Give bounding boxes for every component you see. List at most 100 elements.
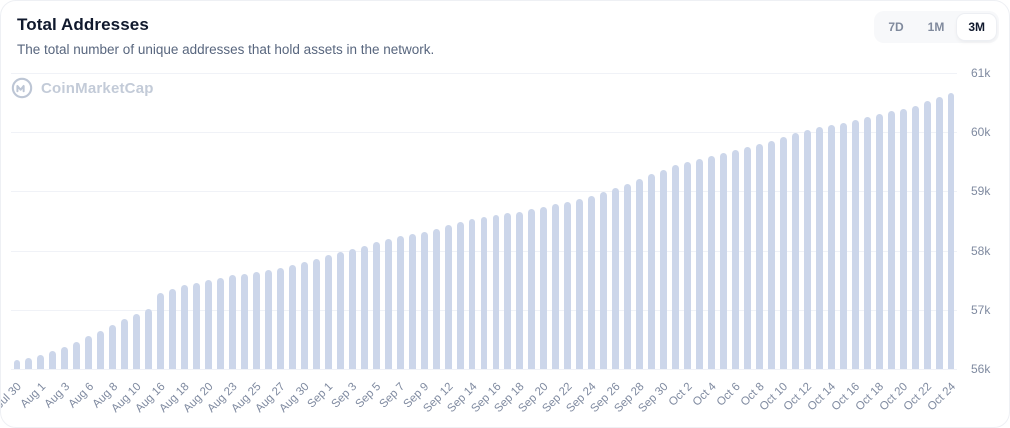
x-axis-tick: Oct 2 <box>666 380 695 409</box>
gridline <box>11 191 957 193</box>
bar-aug-18[interactable] <box>181 284 189 369</box>
bar-sep-30[interactable] <box>660 169 668 369</box>
bar-aug-25[interactable] <box>253 271 260 369</box>
bar-oct-8[interactable] <box>755 144 763 369</box>
bar-sep-23[interactable] <box>576 199 584 369</box>
bar-sep-9[interactable] <box>420 231 428 369</box>
bar-oct-24[interactable] <box>947 93 955 369</box>
bar-sep-16[interactable] <box>492 215 500 369</box>
bar-oct-14[interactable] <box>827 125 835 369</box>
bar-oct-23[interactable] <box>935 97 943 369</box>
bar-oct-11[interactable] <box>791 133 799 369</box>
bar-aug-11[interactable] <box>145 309 153 369</box>
plot-area <box>11 73 957 370</box>
x-axis-tick: Aug 3 <box>42 380 73 411</box>
bar-sep-20[interactable] <box>540 206 548 369</box>
x-axis-tick: Sep 7 <box>377 380 408 411</box>
bar-aug-7[interactable] <box>97 330 105 369</box>
bar-sep-13[interactable] <box>456 221 464 369</box>
bar-oct-6[interactable] <box>731 149 739 369</box>
bar-aug-28[interactable] <box>288 265 296 369</box>
bar-aug-24[interactable] <box>241 273 248 369</box>
bar-aug-4[interactable] <box>73 341 81 369</box>
bar-oct-16[interactable] <box>851 120 859 369</box>
bar-oct-10[interactable] <box>779 136 787 369</box>
range-button-3m[interactable]: 3M <box>957 14 996 40</box>
bar-aug-26[interactable] <box>264 270 272 369</box>
bar-oct-18[interactable] <box>875 114 883 369</box>
bar-sep-4[interactable] <box>360 245 368 369</box>
bar-oct-2[interactable] <box>684 161 692 369</box>
bar-oct-13[interactable] <box>815 127 823 369</box>
bar-oct-21[interactable] <box>911 105 919 369</box>
x-axis-tick: Sep 1 <box>305 380 336 411</box>
bar-sep-29[interactable] <box>648 174 656 369</box>
gridline <box>11 132 957 134</box>
bar-oct-12[interactable] <box>803 130 811 369</box>
range-button-1m[interactable]: 1M <box>917 14 956 40</box>
bar-sep-28[interactable] <box>636 178 644 369</box>
bar-sep-27[interactable] <box>624 183 632 369</box>
bar-aug-30[interactable] <box>300 262 308 369</box>
bar-aug-10[interactable] <box>133 313 141 369</box>
bar-aug-31[interactable] <box>312 258 320 369</box>
bar-sep-1[interactable] <box>324 255 332 369</box>
x-axis-tick: Sep 3 <box>329 380 360 411</box>
bar-oct-5[interactable] <box>720 152 727 369</box>
bar-aug-21[interactable] <box>217 277 225 369</box>
range-toggle: 7D 1M 3M <box>874 11 999 43</box>
x-axis-tick: Oct 6 <box>714 380 743 409</box>
bar-jul-31[interactable] <box>25 357 33 369</box>
bar-oct-17[interactable] <box>863 117 871 369</box>
bar-oct-19[interactable] <box>887 111 895 369</box>
bar-oct-7[interactable] <box>743 147 751 369</box>
bar-sep-17[interactable] <box>504 213 512 369</box>
bar-aug-27[interactable] <box>276 268 284 369</box>
bar-oct-20[interactable] <box>899 108 907 369</box>
bar-sep-6[interactable] <box>384 239 392 369</box>
bar-sep-3[interactable] <box>348 249 356 369</box>
bar-aug-19[interactable] <box>193 282 201 369</box>
page-subtitle: The total number of unique addresses tha… <box>17 42 435 57</box>
bar-aug-20[interactable] <box>205 280 213 369</box>
bar-aug-9[interactable] <box>121 319 129 369</box>
bar-sep-7[interactable] <box>396 236 404 369</box>
bar-sep-26[interactable] <box>612 187 620 369</box>
x-axis-tick: Aug 1 <box>18 380 49 411</box>
bar-sep-5[interactable] <box>372 242 380 369</box>
bar-sep-8[interactable] <box>408 234 416 369</box>
bar-aug-2[interactable] <box>49 351 57 369</box>
bar-sep-10[interactable] <box>432 228 440 369</box>
bar-sep-14[interactable] <box>468 219 476 369</box>
bar-oct-4[interactable] <box>708 155 715 369</box>
bar-oct-1[interactable] <box>672 165 680 369</box>
x-axis-tick: Sep 5 <box>353 380 384 411</box>
header: Total Addresses The total number of uniq… <box>1 1 1009 57</box>
header-titles: Total Addresses The total number of uniq… <box>17 11 434 57</box>
bar-jul-30[interactable] <box>13 360 21 369</box>
bar-oct-3[interactable] <box>696 158 703 369</box>
bar-oct-15[interactable] <box>839 122 847 369</box>
bar-aug-1[interactable] <box>37 355 45 369</box>
bar-oct-22[interactable] <box>923 101 931 369</box>
bar-sep-18[interactable] <box>516 211 524 369</box>
bar-aug-17[interactable] <box>169 288 177 369</box>
y-axis-tick: 60k <box>971 125 991 140</box>
range-button-7d[interactable]: 7D <box>877 14 914 40</box>
bar-sep-2[interactable] <box>336 252 344 369</box>
bar-aug-8[interactable] <box>109 325 117 369</box>
bar-sep-24[interactable] <box>588 195 596 369</box>
bar-sep-25[interactable] <box>600 192 608 369</box>
bar-sep-22[interactable] <box>564 202 572 369</box>
bar-sep-19[interactable] <box>528 209 536 369</box>
bar-aug-6[interactable] <box>85 335 93 369</box>
gridline <box>11 73 957 74</box>
bar-aug-16[interactable] <box>157 292 165 369</box>
bar-aug-3[interactable] <box>61 346 69 369</box>
bar-sep-15[interactable] <box>480 217 488 369</box>
bar-sep-21[interactable] <box>552 204 560 369</box>
x-axis-tick: Jul 30 <box>0 380 25 411</box>
bar-aug-23[interactable] <box>229 275 236 369</box>
bar-oct-9[interactable] <box>767 140 775 369</box>
bar-sep-12[interactable] <box>444 224 452 369</box>
